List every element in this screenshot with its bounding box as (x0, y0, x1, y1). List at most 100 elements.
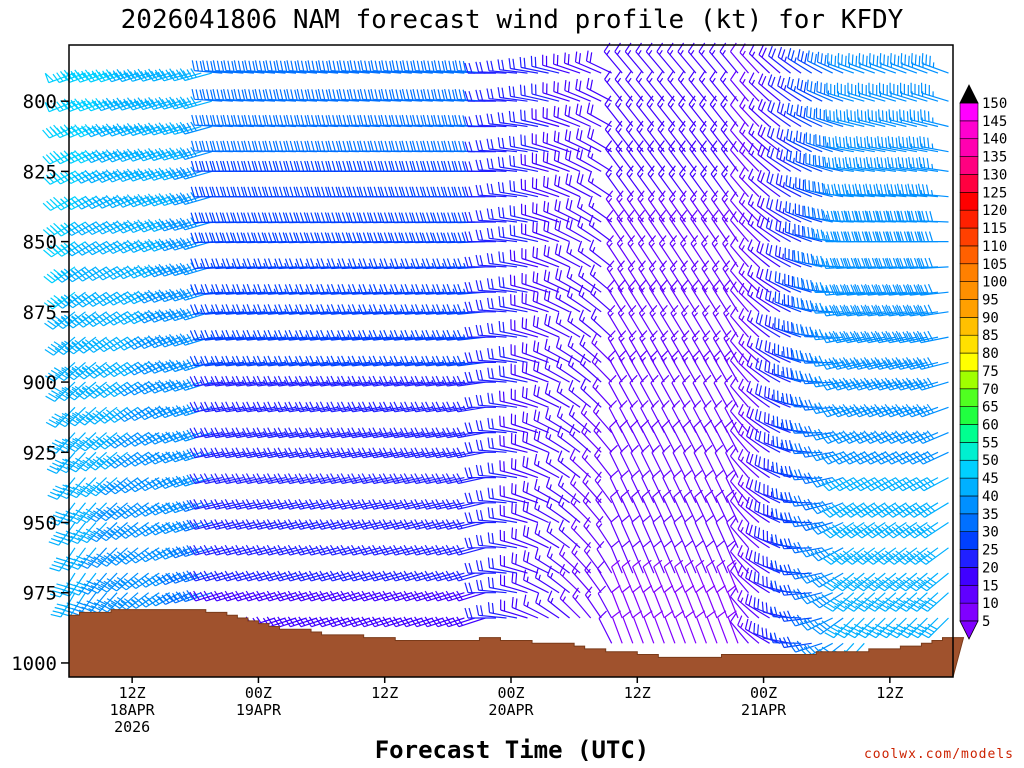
wind-barb (510, 319, 539, 338)
wind-barb (147, 360, 181, 374)
wind-barb (486, 60, 518, 74)
wind-barb (689, 190, 707, 223)
wind-barb (370, 88, 402, 102)
wind-barb (116, 451, 150, 468)
wind-barb (578, 284, 602, 313)
wind-barb (852, 450, 886, 465)
wind-barb (727, 610, 739, 644)
wind-barb (643, 610, 655, 644)
wind-barb (137, 451, 170, 466)
wind-barb (667, 120, 686, 153)
wind-barb (555, 287, 581, 313)
wind-barb (862, 377, 897, 391)
wind-barb (746, 335, 770, 363)
wind-barb (745, 547, 770, 574)
wind-barb (831, 450, 865, 465)
credit-link[interactable]: coolwx.com/models (863, 747, 1014, 762)
wind-barb (49, 547, 76, 572)
wind-barb (48, 502, 76, 526)
wind-barb (105, 168, 139, 183)
wind-barb (191, 60, 223, 74)
wind-barb (84, 69, 118, 83)
wind-barb (615, 140, 634, 172)
wind-barb (617, 304, 634, 338)
wind-barb (799, 472, 833, 485)
wind-barb (841, 403, 876, 418)
wind-barb (820, 403, 855, 418)
wind-barb (789, 541, 823, 554)
wind-barb (653, 610, 665, 644)
wind-barb (915, 430, 949, 444)
wind-barb (136, 122, 170, 136)
wind-barb (895, 521, 928, 539)
colorbar-segment (959, 567, 979, 586)
wind-barb (756, 241, 781, 268)
wind-barb (106, 432, 139, 449)
wind-barb (157, 547, 192, 560)
wind-barb (712, 279, 729, 313)
wind-barb (863, 477, 897, 492)
wind-barb (672, 419, 686, 453)
wind-barb (730, 121, 749, 153)
wind-barb (795, 150, 823, 172)
wind-barb (532, 221, 560, 243)
wind-barb (587, 170, 613, 198)
wind-barb (530, 55, 560, 74)
wind-barb (487, 577, 518, 594)
wind-barb (700, 210, 718, 242)
wind-barb (663, 540, 676, 574)
wind-barb (833, 183, 865, 198)
wind-barb (420, 570, 455, 582)
colorbar-segment (959, 209, 979, 229)
wind-barb (567, 335, 592, 363)
wind-barb (579, 334, 602, 363)
wind-barb (168, 501, 202, 514)
wind-barb (378, 590, 412, 602)
wind-barb (349, 88, 381, 102)
wind-barb (147, 477, 181, 491)
wind-barb (868, 53, 897, 74)
wind-barb (811, 617, 844, 635)
colorbar-segment (959, 227, 979, 247)
wind-barb (737, 590, 760, 619)
colorbar-label: 120 (982, 203, 1007, 219)
wind-barb (487, 297, 518, 313)
y-axis: 800 825 850 875 900 925 950 975 1000 (11, 91, 69, 675)
wind-barb (915, 477, 949, 492)
wind-barb (168, 288, 202, 302)
colorbar-label: 100 (982, 275, 1007, 291)
wind-barb (347, 544, 381, 556)
wind-barb (475, 490, 507, 504)
wind-barb (594, 471, 613, 504)
wind-barb (852, 377, 886, 391)
wind-barb (107, 522, 139, 540)
wind-barb (252, 590, 286, 602)
wind-barb (498, 295, 528, 313)
wind-barb (702, 349, 718, 383)
wind-barb (521, 292, 549, 313)
wind-barb (231, 570, 265, 582)
wind-barb (262, 544, 297, 556)
wind-barb (810, 402, 844, 415)
wind-barb (631, 514, 644, 549)
wind-barb (766, 125, 791, 153)
wind-barb (75, 381, 107, 400)
wind-barb (252, 570, 286, 582)
wind-barb (853, 502, 886, 518)
wind-barb (714, 419, 729, 453)
wind-barb (168, 217, 202, 231)
wind-barb (168, 333, 202, 347)
wind-barb (378, 544, 412, 556)
wind-barb (564, 104, 591, 128)
wind-barb (115, 194, 149, 208)
wind-barb (640, 444, 655, 478)
wind-barb (568, 404, 592, 434)
wind-barb (632, 610, 644, 644)
wind-barb (779, 564, 812, 576)
wind-barb (94, 97, 128, 112)
wind-barb (94, 69, 128, 83)
wind-barb (680, 304, 697, 338)
wind-barb (381, 60, 412, 74)
wind-barb (565, 217, 591, 243)
wind-barb (805, 152, 833, 172)
